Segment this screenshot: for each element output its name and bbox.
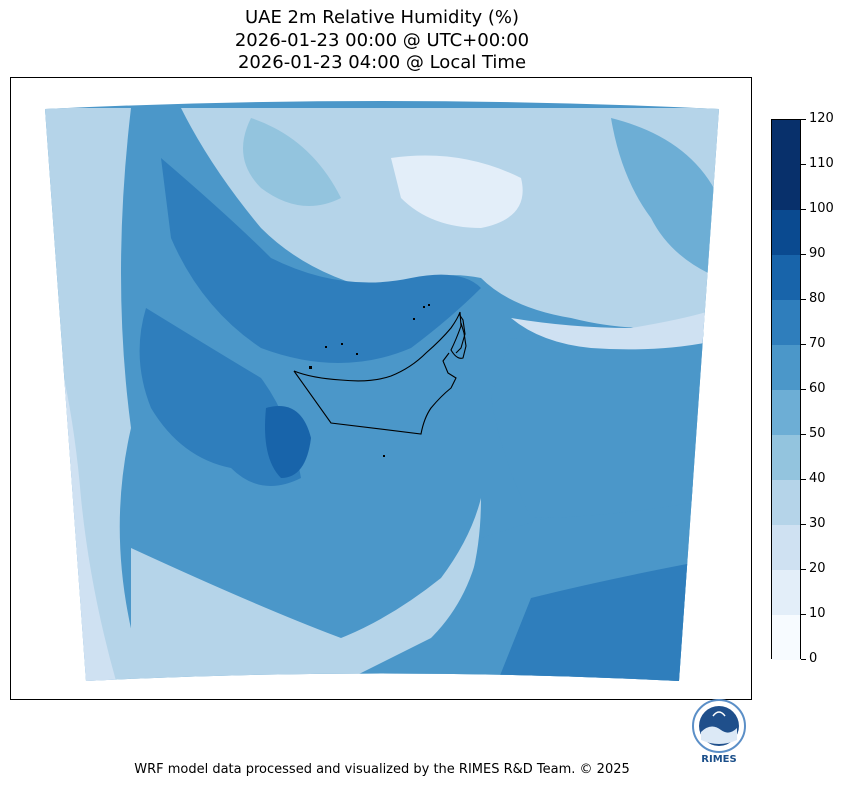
colorbar-tick-label: 50 [809,426,826,441]
colorbar-tick-label: 10 [809,606,826,621]
colorbar-tick [801,659,806,660]
colorbar-segment [772,300,800,345]
map-frame: RIMES [10,77,752,765]
colorbar-tick [801,569,806,570]
colorbar-tick-label: 20 [809,561,826,576]
colorbar-tick [801,209,806,210]
colorbar-segment [772,570,800,615]
utc-time-label: 2026-01-23 00:00 @ UTC+00:00 [234,30,530,51]
musandam-border [455,313,466,354]
colorbar-tick-label: 70 [809,336,826,351]
colorbar-tick-label: 30 [809,516,826,531]
colorbar-segment [772,525,800,570]
footer-credit: WRF model data processed and visualized … [134,762,630,777]
field-northeast-moist [611,118,719,278]
colorbar-segment [772,390,800,435]
colorbar-tick-label: 100 [809,201,834,216]
field-arabia-moist [139,308,301,486]
colorbar-segment [772,435,800,480]
field-east-sea [491,328,719,518]
colorbar-tick [801,254,806,255]
colorbar-tick [801,344,806,345]
colorbar-tick [801,479,806,480]
uae-coastline [293,311,467,382]
field-iran-driest [391,155,523,228]
colorbar-tick-label: 90 [809,246,826,261]
colorbar-tick [801,614,806,615]
colorbar-tick [801,524,806,525]
colorbar-tick [801,299,806,300]
field-makran-dry [511,308,719,350]
uae-islands [309,304,430,457]
colorbar-segment [772,255,800,300]
colorbar-tick-label: 60 [809,381,826,396]
colorbar-tick [801,389,806,390]
colorbar-segment [772,165,800,210]
colorbar-tick [801,434,806,435]
colorbar-tick-label: 120 [809,111,834,126]
humidity-map [45,101,719,681]
colorbar-segment [772,480,800,525]
colorbar-segment [772,210,800,255]
colorbar-segment [772,615,800,660]
rimes-logo-text: RIMES [701,754,737,765]
colorbar-tick-label: 0 [809,651,818,666]
field-iran-mid [243,118,341,206]
colorbar-segment [772,345,800,390]
colorbar-segment [772,120,800,165]
field-arabia-moistest [265,406,311,478]
rimes-logo-emblem [692,699,746,753]
local-time-label: 2026-01-23 04:00 @ Local Time [237,52,527,73]
colorbar-tick-label: 110 [809,156,834,171]
map-title: UAE 2m Relative Humidity (%) [244,7,520,28]
humidity-field [45,101,719,681]
rimes-logo: RIMES [687,696,751,768]
field-arabian-sea-deep [491,558,719,681]
field-gulf-moist [161,158,481,363]
uae-boundary [293,311,467,435]
field-south-dry [131,498,481,681]
colorbar-tick-label: 40 [809,471,826,486]
colorbar-tick [801,119,806,120]
uae-land-border [293,352,457,435]
colorbar-tick [801,164,806,165]
colorbar [771,119,801,660]
colorbar-tick-label: 80 [809,291,826,306]
